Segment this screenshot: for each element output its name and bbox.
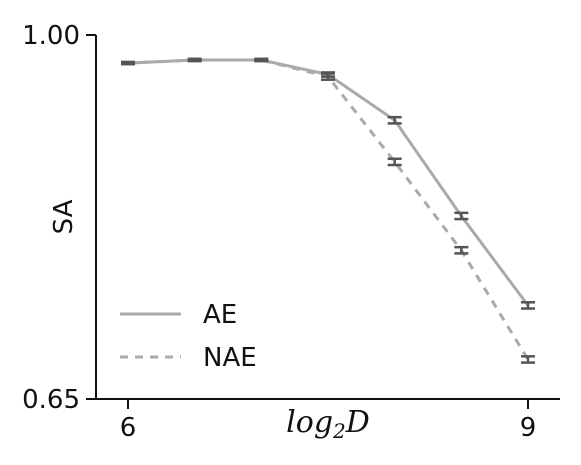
series-layer — [121, 57, 535, 364]
y-axis-title: SA — [49, 199, 79, 234]
errorbar-nae-6 — [521, 355, 535, 364]
legend: AE NAE — [120, 300, 257, 373]
series-line-nae — [127, 58, 530, 361]
errorbar-ae-4 — [387, 115, 402, 125]
errorbar-ae-5 — [454, 211, 469, 221]
errorbar-nae-1 — [187, 57, 202, 63]
y-tick-label-top: 1.00 — [22, 21, 80, 51]
y-tick-label-bottom: 0.65 — [22, 385, 80, 415]
legend-label-ae: AE — [203, 300, 237, 330]
errorbar-nae-0 — [121, 60, 135, 66]
x-tick-label-left: 6 — [120, 413, 137, 443]
x-axis-title: log2D — [286, 405, 370, 443]
legend-label-nae: NAE — [203, 343, 257, 373]
errorbar-ae-6 — [521, 301, 535, 310]
errorbar-nae-2 — [254, 57, 269, 63]
x-tick-label-right: 9 — [520, 413, 537, 443]
errorbar-nae-5 — [454, 245, 469, 255]
errorbar-nae-3 — [321, 72, 335, 81]
axes: 1.00 0.65 6 9 SA log2D — [22, 21, 560, 443]
series-line-ae — [127, 58, 530, 307]
errorbar-nae-4 — [387, 157, 402, 167]
